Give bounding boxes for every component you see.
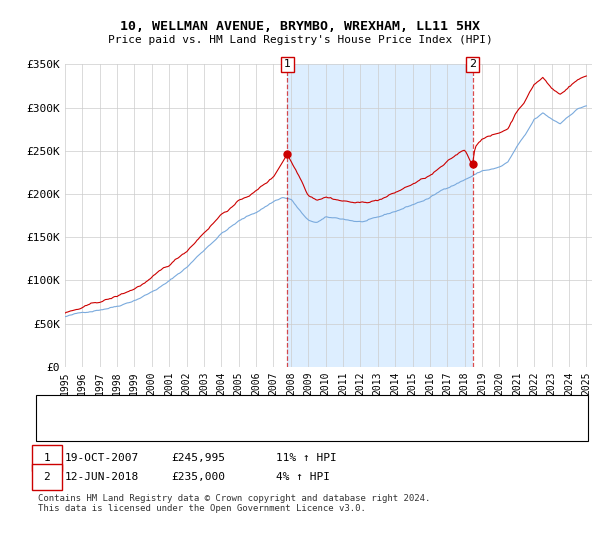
Text: 1: 1 [284,59,291,69]
Text: HPI: Average price, detached house, Wrexham: HPI: Average price, detached house, Wrex… [75,423,333,433]
Text: 2: 2 [43,472,50,482]
Text: Contains HM Land Registry data © Crown copyright and database right 2024.
This d: Contains HM Land Registry data © Crown c… [38,494,430,514]
Text: 2: 2 [469,59,476,69]
Text: £235,000: £235,000 [171,472,225,482]
Text: 4% ↑ HPI: 4% ↑ HPI [276,472,330,482]
Text: Price paid vs. HM Land Registry's House Price Index (HPI): Price paid vs. HM Land Registry's House … [107,35,493,45]
Text: 1: 1 [43,453,50,463]
Text: 12-JUN-2018: 12-JUN-2018 [65,472,139,482]
Text: 10, WELLMAN AVENUE, BRYMBO, WREXHAM, LL11 5HX: 10, WELLMAN AVENUE, BRYMBO, WREXHAM, LL1… [120,20,480,32]
Text: 10, WELLMAN AVENUE, BRYMBO, WREXHAM, LL11 5HX (detached house): 10, WELLMAN AVENUE, BRYMBO, WREXHAM, LL1… [75,403,447,413]
Text: 11% ↑ HPI: 11% ↑ HPI [276,453,337,463]
Text: 19-OCT-2007: 19-OCT-2007 [65,453,139,463]
Text: £245,995: £245,995 [171,453,225,463]
Bar [287,64,473,367]
